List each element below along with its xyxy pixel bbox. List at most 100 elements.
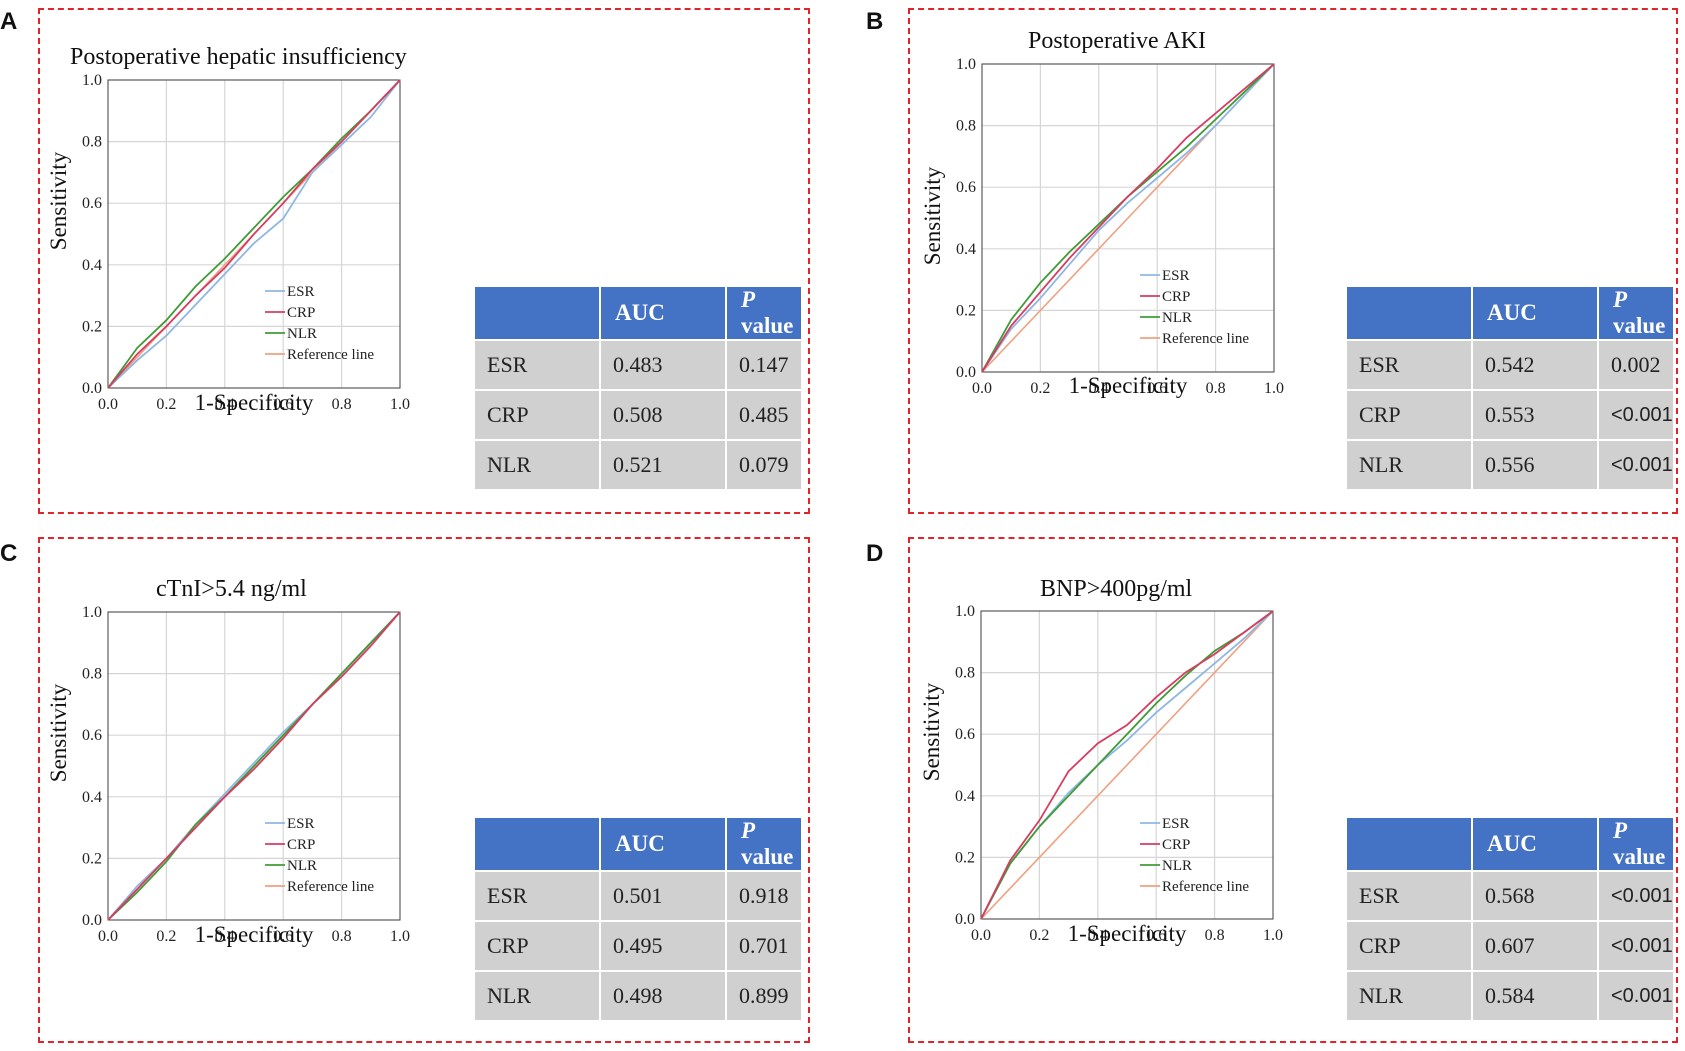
legend-label: Reference line [287, 879, 374, 895]
x-tick-label: 0.2 [1029, 927, 1049, 944]
row-p: <0.001 [1597, 970, 1675, 1022]
panel-d-stats-table: AUC P value ESR 0.568 <0.001 CRP 0.607 <0.00… [1345, 816, 1675, 1022]
table-row: CRP 0.508 0.485 [473, 389, 803, 441]
y-axis-title: Sensitivity [46, 151, 71, 250]
x-tick-label: 0.8 [332, 396, 352, 413]
row-name: NLR [473, 970, 601, 1022]
p-italic: P [1613, 818, 1628, 843]
y-tick-label: 1.0 [955, 603, 975, 620]
table-header-auc: AUC [1471, 816, 1599, 872]
legend-label: NLR [287, 858, 317, 874]
y-tick-label: 1.0 [956, 56, 976, 73]
roc-line-nlr [107, 611, 401, 921]
row-p: <0.001 [1597, 920, 1675, 972]
panel-a-frame [38, 8, 810, 514]
row-auc: 0.607 [1471, 920, 1599, 972]
table-header-blank [1345, 285, 1473, 341]
x-tick-label: 1.0 [1264, 380, 1284, 397]
roc-line-nlr [107, 79, 401, 389]
roc-line-crp [980, 610, 1274, 920]
row-auc: 0.495 [599, 920, 727, 972]
row-auc: 0.521 [599, 439, 727, 491]
row-auc: 0.556 [1471, 439, 1599, 491]
legend-label: NLR [1162, 858, 1192, 874]
row-auc: 0.498 [599, 970, 727, 1022]
p-italic: P [1613, 287, 1628, 312]
row-p: 0.002 [1597, 339, 1675, 391]
plot-frame [107, 79, 401, 389]
x-axis-title: 1-Specificity [195, 390, 314, 415]
row-p: 0.079 [725, 439, 803, 491]
roc-line-crp [981, 63, 1275, 373]
row-name: NLR [1345, 439, 1473, 491]
x-tick-label: 0.0 [98, 928, 118, 945]
row-name: ESR [1345, 339, 1473, 391]
table-header-p-value: P value [725, 816, 803, 872]
table-row: ESR 0.568 <0.001 [1345, 870, 1675, 922]
x-tick-label: 0.6 [273, 396, 293, 413]
table-header-blank [473, 816, 601, 872]
y-tick-label: 0.2 [955, 849, 975, 866]
table-header-blank [473, 285, 601, 341]
y-tick-label: 0.8 [82, 666, 102, 683]
y-tick-label: 0.8 [82, 134, 102, 151]
row-name: CRP [1345, 920, 1473, 972]
y-tick-label: 0.4 [82, 257, 102, 274]
x-tick-label: 0.2 [156, 396, 176, 413]
x-tick-label: 0.4 [215, 396, 235, 413]
row-auc: 0.568 [1471, 870, 1599, 922]
x-tick-label: 0.6 [1146, 927, 1166, 944]
panel-c-title: cTnI>5.4 ng/ml [156, 576, 307, 602]
table-row: CRP 0.607 <0.001 [1345, 920, 1675, 972]
y-tick-label: 0.4 [955, 788, 975, 805]
table-header-auc: AUC [599, 816, 727, 872]
panel-d-title: BNP>400pg/ml [1040, 576, 1193, 602]
x-tick-label: 0.2 [156, 928, 176, 945]
y-tick-label: 0.2 [956, 302, 976, 319]
legend-label: ESR [1162, 816, 1190, 832]
panel-a-letter: A [0, 8, 18, 35]
value-label: value [741, 844, 794, 869]
plot-frame [107, 611, 401, 921]
x-tick-label: 0.8 [1206, 380, 1226, 397]
row-p: <0.001 [1597, 439, 1675, 491]
x-axis-title: 1-Specificity [195, 922, 314, 947]
legend-label: CRP [287, 305, 315, 321]
x-tick-label: 0.0 [98, 396, 118, 413]
y-tick-label: 0.2 [82, 318, 102, 335]
legend-label: NLR [1162, 310, 1192, 326]
table-header-blank [1345, 816, 1473, 872]
y-tick-label: 0.0 [82, 912, 102, 929]
y-tick-label: 0.6 [82, 195, 102, 212]
row-name: CRP [473, 389, 601, 441]
plot-frame [981, 63, 1275, 373]
x-tick-label: 1.0 [1263, 927, 1283, 944]
row-auc: 0.553 [1471, 389, 1599, 441]
x-tick-label: 0.8 [1205, 927, 1225, 944]
x-tick-label: 0.0 [972, 380, 992, 397]
legend-label: ESR [1162, 268, 1190, 284]
table-header-p-value: P value [725, 285, 803, 341]
x-tick-label: 0.2 [1030, 380, 1050, 397]
table-row: NLR 0.521 0.079 [473, 439, 803, 491]
panel-c-letter: C [0, 540, 18, 567]
legend-label: ESR [287, 816, 315, 832]
x-axis-title: 1-Specificity [1069, 373, 1188, 398]
panel-c-frame [38, 537, 810, 1043]
y-tick-label: 0.8 [955, 665, 975, 682]
x-tick-label: 0.0 [971, 927, 991, 944]
panel-d-letter: D [866, 540, 884, 567]
panel-a-title: Postoperative hepatic insufficiency [70, 44, 407, 70]
legend-label: Reference line [1162, 879, 1249, 895]
y-tick-label: 0.0 [955, 911, 975, 928]
y-tick-label: 0.2 [82, 850, 102, 867]
x-axis-title: 1-Specificity [1068, 921, 1187, 946]
panel-b-title: Postoperative AKI [1028, 28, 1206, 54]
x-tick-label: 1.0 [390, 928, 410, 945]
y-tick-label: 1.0 [82, 604, 102, 621]
y-tick-label: 0.4 [956, 241, 976, 258]
